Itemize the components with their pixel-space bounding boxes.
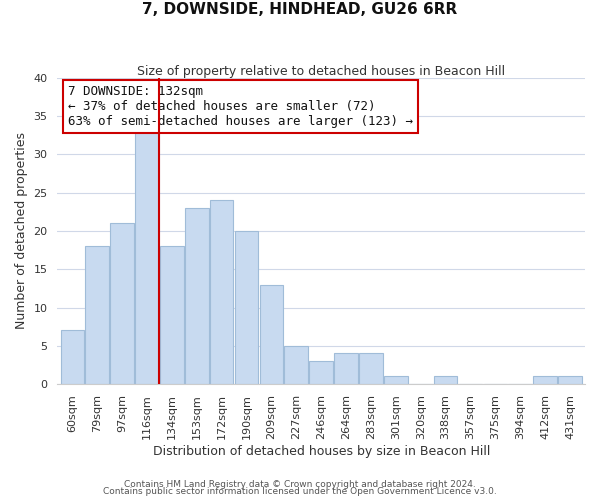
Bar [110, 224, 134, 384]
Y-axis label: Number of detached properties: Number of detached properties [15, 132, 28, 330]
Text: 7 DOWNSIDE: 132sqm
← 37% of detached houses are smaller (72)
63% of semi-detache: 7 DOWNSIDE: 132sqm ← 37% of detached hou… [68, 86, 413, 128]
Title: Size of property relative to detached houses in Beacon Hill: Size of property relative to detached ho… [137, 65, 505, 78]
Bar [160, 246, 184, 384]
Bar [185, 208, 209, 384]
Bar [434, 376, 457, 384]
Bar [384, 376, 407, 384]
Text: Contains HM Land Registry data © Crown copyright and database right 2024.: Contains HM Land Registry data © Crown c… [124, 480, 476, 489]
Bar [284, 346, 308, 384]
Bar [558, 376, 582, 384]
Bar [235, 231, 259, 384]
Bar [85, 246, 109, 384]
Text: Contains public sector information licensed under the Open Government Licence v3: Contains public sector information licen… [103, 487, 497, 496]
Bar [61, 330, 84, 384]
Bar [210, 200, 233, 384]
Bar [310, 361, 333, 384]
Bar [135, 132, 159, 384]
X-axis label: Distribution of detached houses by size in Beacon Hill: Distribution of detached houses by size … [152, 444, 490, 458]
Bar [533, 376, 557, 384]
Text: 7, DOWNSIDE, HINDHEAD, GU26 6RR: 7, DOWNSIDE, HINDHEAD, GU26 6RR [142, 2, 458, 18]
Bar [359, 354, 383, 384]
Bar [260, 284, 283, 384]
Bar [334, 354, 358, 384]
